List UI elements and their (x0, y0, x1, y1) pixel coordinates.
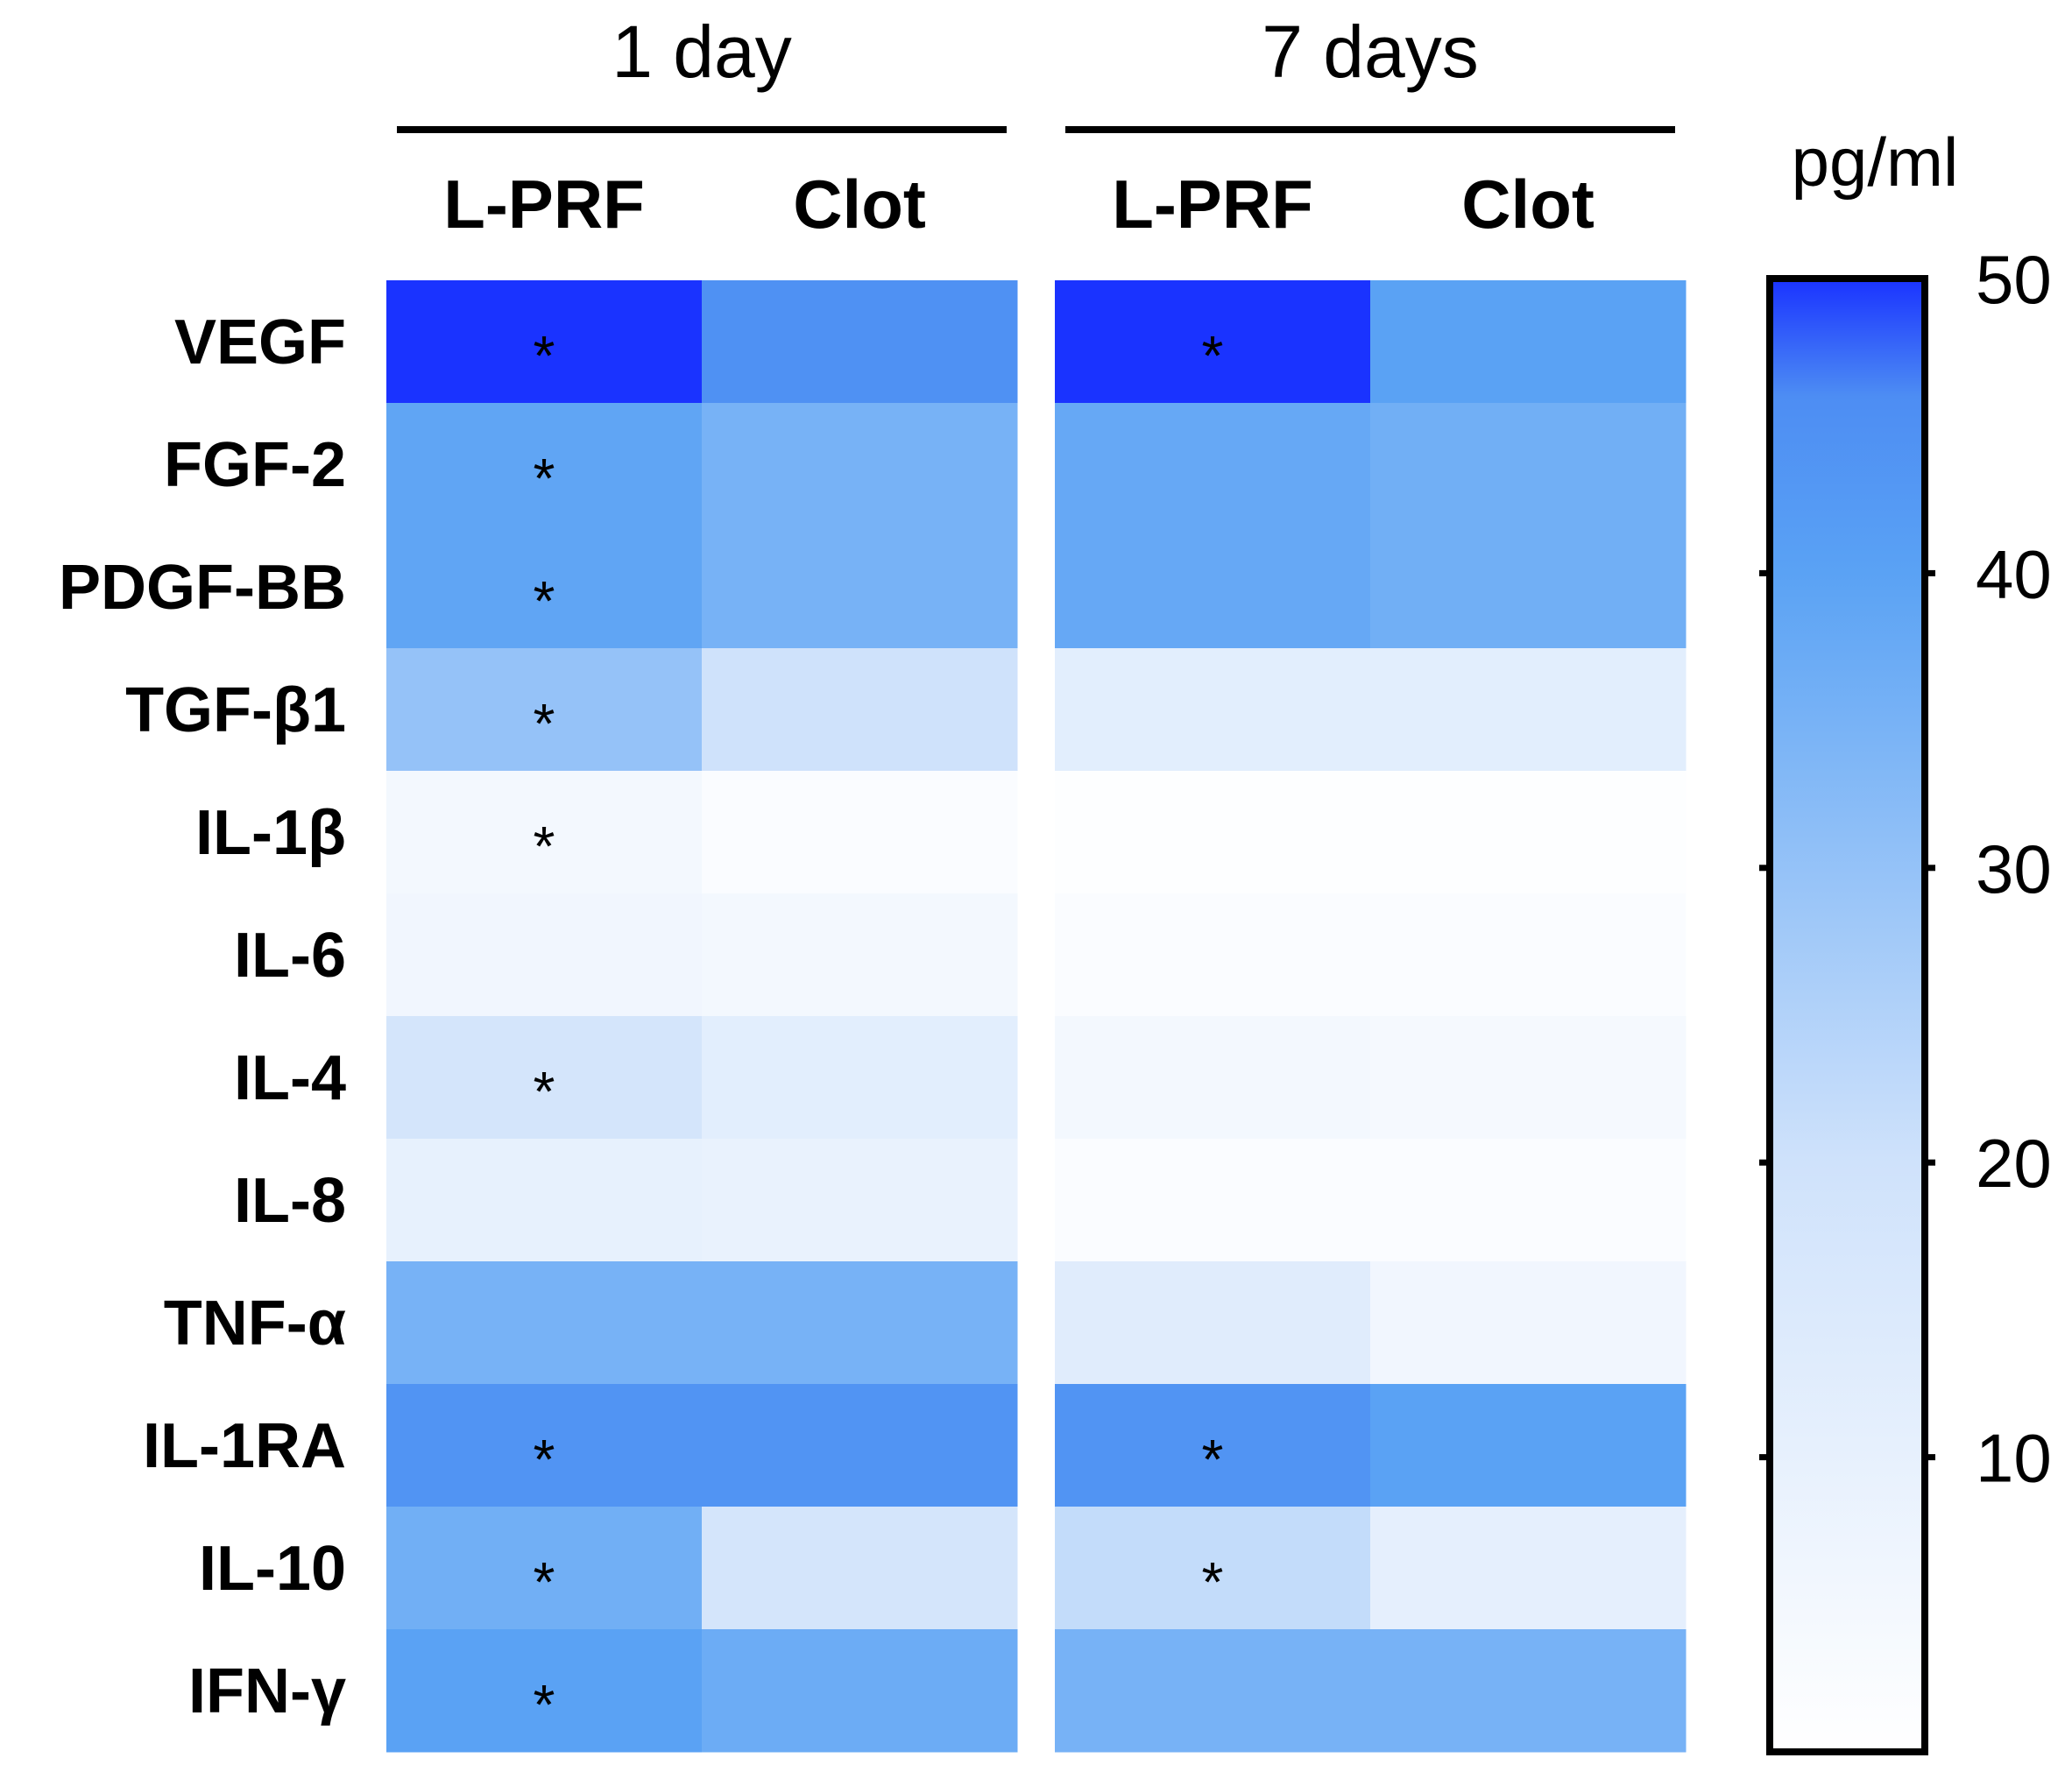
heatmap-cell-il-6-7-days-l-prf (1055, 893, 1371, 1017)
heatmap-cell-il-6-1-day-l-prf (386, 893, 703, 1017)
heatmap-cell-vegf-7-days-clot (1370, 280, 1687, 404)
heatmap-cell-ifn-gamma-7-days-clot (1370, 1629, 1687, 1753)
column-headers: L-PRF Clot L-PRF Clot (443, 166, 1595, 243)
row-label-tgf-beta1: TGF-β1 (125, 675, 346, 745)
heatmap-cell-il-6-1-day-clot (702, 893, 1018, 1017)
heatmap-cell-vegf-1-day-l-prf (386, 280, 703, 404)
heatmap-cell-tgf-beta1-1-day-l-prf (386, 648, 703, 772)
significance-star: * (534, 324, 555, 387)
heatmap-cell-tgf-beta1-1-day-clot (702, 648, 1018, 772)
colorbar-tick-label: 20 (1976, 1125, 2052, 1202)
group-header-7-days: 7 days (1262, 11, 1479, 93)
row-label-fgf-2: FGF-2 (164, 430, 346, 500)
heatmap-cell-il-1ra-7-days-clot (1370, 1384, 1687, 1507)
heatmap-cell-il-4-1-day-clot (702, 1016, 1018, 1140)
heatmap-cell-vegf-1-day-clot (702, 280, 1018, 404)
colorbar (1766, 275, 1928, 1755)
row-label-ifn-gamma: IFN-γ (188, 1656, 346, 1726)
heatmap-cell-tnf-alpha-7-days-clot (1370, 1261, 1687, 1385)
significance-star: * (1202, 1428, 1224, 1491)
heatmap-cell-il-10-7-days-l-prf (1055, 1507, 1371, 1630)
heatmap-cell-fgf-2-7-days-clot (1370, 403, 1687, 526)
heatmap-cell-ifn-gamma-7-days-l-prf (1055, 1629, 1371, 1753)
significance-star: * (534, 1060, 555, 1123)
row-label-il-4: IL-4 (234, 1043, 346, 1113)
heatmap-cell-tnf-alpha-7-days-l-prf (1055, 1261, 1371, 1385)
colorbar-gradient (1766, 275, 1928, 1755)
significance-star: * (534, 447, 555, 510)
colorbar-tick-label: 50 (1976, 241, 2052, 318)
group-headers: 1 day 7 days (397, 11, 1675, 133)
significance-star: * (534, 569, 555, 632)
heatmap-cell-fgf-2-1-day-clot (702, 403, 1018, 526)
heatmap-cell-ifn-gamma-1-day-l-prf (386, 1629, 703, 1753)
heatmap-cell-pdgf-bb-1-day-l-prf (386, 526, 703, 649)
heatmap-cell-il-4-7-days-clot (1370, 1016, 1687, 1140)
heatmap-cell-il-1beta-7-days-clot (1370, 771, 1687, 894)
colorbar-label: pg/ml (1792, 124, 1959, 201)
column-header-1-day-clot: Clot (793, 166, 926, 243)
heatmap-cell-il-8-7-days-l-prf (1055, 1139, 1371, 1262)
colorbar-tick-label: 10 (1976, 1420, 2052, 1497)
row-label-il-1ra: IL-1RA (143, 1411, 346, 1481)
heatmap-cell-il-8-7-days-clot (1370, 1139, 1687, 1262)
row-label-il-10: IL-10 (199, 1534, 346, 1604)
heatmap-cell-il-10-1-day-clot (702, 1507, 1018, 1630)
group-header-1-day: 1 day (612, 11, 792, 93)
heatmap-cell-il-1ra-7-days-l-prf (1055, 1384, 1371, 1507)
significance-star: * (1202, 324, 1224, 387)
heatmap-cell-tgf-beta1-7-days-l-prf (1055, 648, 1371, 772)
heatmap-cell-il-8-1-day-clot (702, 1139, 1018, 1262)
heatmap-cell-il-10-1-day-l-prf (386, 1507, 703, 1630)
heatmap-cell-il-4-1-day-l-prf (386, 1016, 703, 1140)
significance-star: * (1202, 1550, 1224, 1613)
row-labels: VEGF FGF-2 PDGF-BB TGF-β1 IL-1β IL-6 IL-4 IL-8 T… (59, 307, 346, 1726)
significance-star: * (534, 1673, 555, 1736)
heatmap-cell-il-1beta-1-day-clot (702, 771, 1018, 894)
heatmap-cell-il-1ra-1-day-clot (702, 1384, 1018, 1507)
row-label-vegf: VEGF (174, 307, 346, 378)
colorbar-tick-label: 40 (1976, 535, 2052, 612)
heatmap-cell-il-1beta-1-day-l-prf (386, 771, 703, 894)
heatmap-cell-il-1beta-7-days-l-prf (1055, 771, 1371, 894)
heatmap-cell-fgf-2-1-day-l-prf (386, 403, 703, 526)
row-label-il-6: IL-6 (234, 921, 346, 991)
heatmap-cell-pdgf-bb-1-day-clot (702, 526, 1018, 649)
column-header-1-day-l-prf: L-PRF (443, 166, 645, 243)
heatmap-cell-il-10-7-days-clot (1370, 1507, 1687, 1630)
heatmap-cell-il-8-1-day-l-prf (386, 1139, 703, 1262)
heatmap-cells (386, 280, 1687, 1753)
colorbar-tick-label: 30 (1976, 830, 2052, 907)
heatmap-cell-tnf-alpha-1-day-clot (702, 1261, 1018, 1385)
heatmap-cell-pdgf-bb-7-days-clot (1370, 526, 1687, 649)
column-header-7-days-clot: Clot (1461, 166, 1595, 243)
heatmap-cell-tgf-beta1-7-days-clot (1370, 648, 1687, 772)
row-label-tnf-alpha: TNF-α (164, 1288, 346, 1359)
heatmap-cell-tnf-alpha-1-day-l-prf (386, 1261, 703, 1385)
heatmap-cell-vegf-7-days-l-prf (1055, 280, 1371, 404)
significance-star: * (534, 692, 555, 755)
row-label-il-8: IL-8 (234, 1166, 346, 1236)
significance-markers: * * * * * * * * * * * * (534, 324, 1224, 1736)
heatmap-cell-il-1ra-1-day-l-prf (386, 1384, 703, 1507)
row-label-pdgf-bb: PDGF-BB (59, 553, 346, 623)
significance-star: * (534, 1428, 555, 1491)
heatmap-cell-pdgf-bb-7-days-l-prf (1055, 526, 1371, 649)
heatmap-cell-ifn-gamma-1-day-clot (702, 1629, 1018, 1753)
significance-star: * (534, 1550, 555, 1613)
column-header-7-days-l-prf: L-PRF (1112, 166, 1313, 243)
significance-star: * (534, 815, 555, 878)
heatmap-cell-il-4-7-days-l-prf (1055, 1016, 1371, 1140)
row-label-il-1beta: IL-1β (195, 798, 346, 868)
heatmap-cell-il-6-7-days-clot (1370, 893, 1687, 1017)
heatmap-cell-fgf-2-7-days-l-prf (1055, 403, 1371, 526)
colorbar-ticks: 10 20 30 40 50 (1759, 241, 2052, 1497)
